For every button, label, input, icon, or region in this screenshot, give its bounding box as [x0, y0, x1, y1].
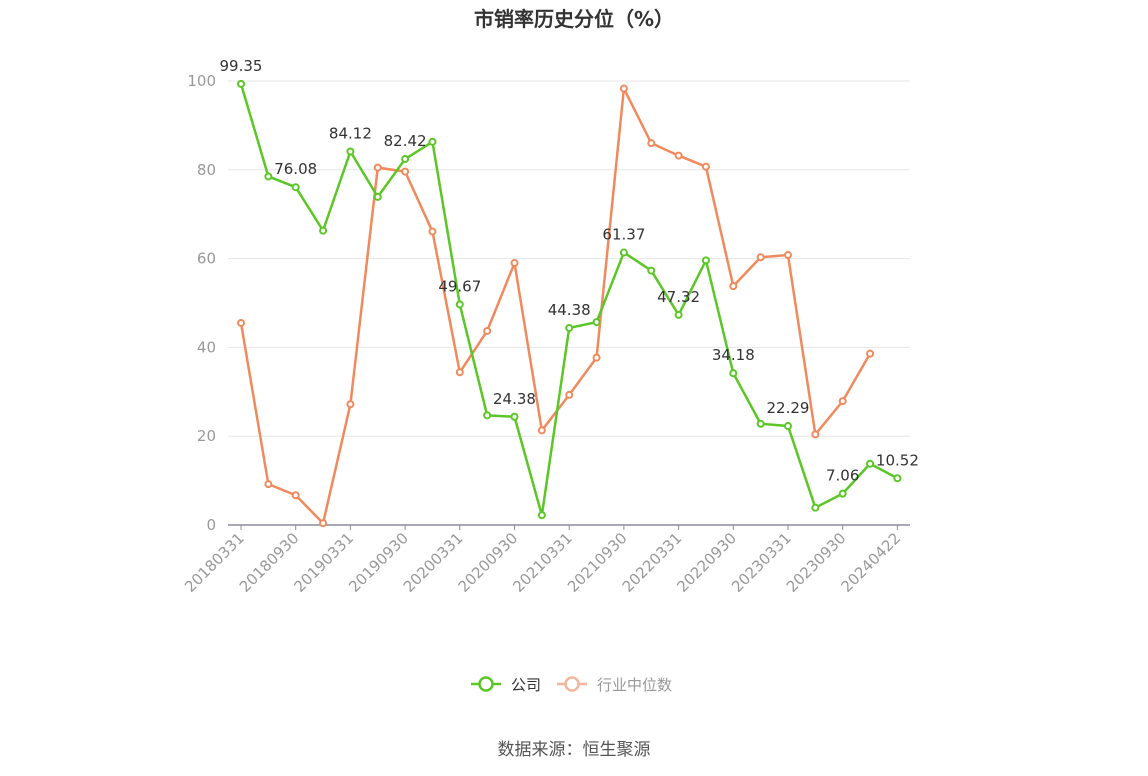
data-point	[237, 79, 245, 88]
data-label: 61.37	[602, 226, 645, 244]
data-point	[647, 139, 656, 148]
data-point	[866, 459, 875, 468]
data-point	[592, 318, 601, 327]
data-point	[428, 137, 437, 146]
data-label: 22.29	[767, 399, 810, 417]
data-label: 34.18	[712, 346, 755, 364]
data-point	[838, 397, 847, 406]
y-tick-label: 80	[197, 161, 216, 179]
data-point	[838, 489, 847, 498]
chart-title: 市销率历史分位（%）	[474, 7, 674, 31]
data-point	[291, 183, 300, 192]
data-point	[483, 326, 492, 335]
data-point	[319, 226, 328, 235]
data-point	[291, 491, 300, 500]
y-tick-label: 0	[206, 516, 216, 534]
legend-label: 行业中位数	[597, 676, 672, 694]
data-label: 7.06	[826, 467, 859, 485]
data-point	[565, 390, 574, 399]
data-labels: 99.35 76.08 84.12 82.42 49.67 24.38 44.38 61.37…	[220, 57, 919, 485]
y-tick-label: 60	[197, 250, 216, 268]
data-point	[537, 426, 546, 435]
legend: 公司 行业中位数	[471, 676, 672, 694]
data-label: 49.67	[438, 277, 481, 295]
data-point	[756, 253, 765, 262]
data-point	[401, 167, 410, 176]
data-point	[866, 349, 875, 358]
legend-swatch-marker	[478, 676, 494, 692]
data-point	[428, 227, 437, 236]
data-point	[510, 412, 519, 421]
data-point	[647, 266, 656, 275]
grid	[228, 80, 910, 437]
data-point	[619, 84, 628, 93]
data-label: 76.08	[274, 160, 317, 178]
x-axis: 2018033120180930201903312019093020200331…	[181, 524, 910, 596]
data-point	[373, 163, 382, 172]
series-line	[239, 87, 872, 525]
legend-swatch-marker	[564, 676, 580, 692]
data-label: 10.52	[876, 451, 919, 469]
data-point	[893, 474, 902, 483]
data-point	[674, 151, 683, 160]
series-layer	[237, 79, 902, 528]
data-point	[483, 411, 492, 420]
data-point	[784, 251, 792, 260]
data-point	[537, 511, 546, 520]
data-label: 82.42	[384, 132, 427, 150]
data-point	[510, 259, 519, 268]
data-point	[701, 256, 710, 265]
data-point	[346, 400, 355, 409]
data-point	[756, 419, 765, 428]
data-point	[729, 369, 738, 378]
data-label: 84.12	[329, 125, 372, 143]
data-point	[565, 323, 574, 332]
data-point	[346, 147, 355, 156]
data-point	[401, 155, 410, 164]
data-point	[811, 503, 820, 512]
data-point	[811, 430, 820, 439]
data-label: 47.32	[657, 288, 700, 306]
data-point	[701, 162, 710, 171]
data-point	[264, 172, 273, 181]
y-tick-label: 40	[197, 338, 216, 356]
data-label: 99.35	[220, 57, 263, 75]
y-tick-label: 20	[197, 427, 216, 445]
data-label: 44.38	[548, 301, 591, 319]
data-point	[592, 353, 601, 362]
data-point	[784, 422, 792, 431]
data-point	[455, 368, 464, 377]
data-point	[455, 300, 464, 309]
legend-label: 公司	[511, 676, 541, 694]
data-point	[729, 282, 738, 291]
data-point	[264, 480, 273, 489]
x-tick-label: 20240422	[838, 529, 905, 596]
data-point	[373, 192, 382, 201]
data-point	[237, 318, 245, 327]
data-point	[319, 519, 328, 528]
data-point	[619, 248, 628, 257]
y-tick-label: 100	[187, 72, 216, 90]
y-axis: 0 20 40 60 80 100	[187, 72, 216, 534]
source-text: 数据来源：恒生聚源	[498, 740, 651, 760]
data-label: 24.38	[493, 390, 536, 408]
data-point	[674, 310, 683, 319]
